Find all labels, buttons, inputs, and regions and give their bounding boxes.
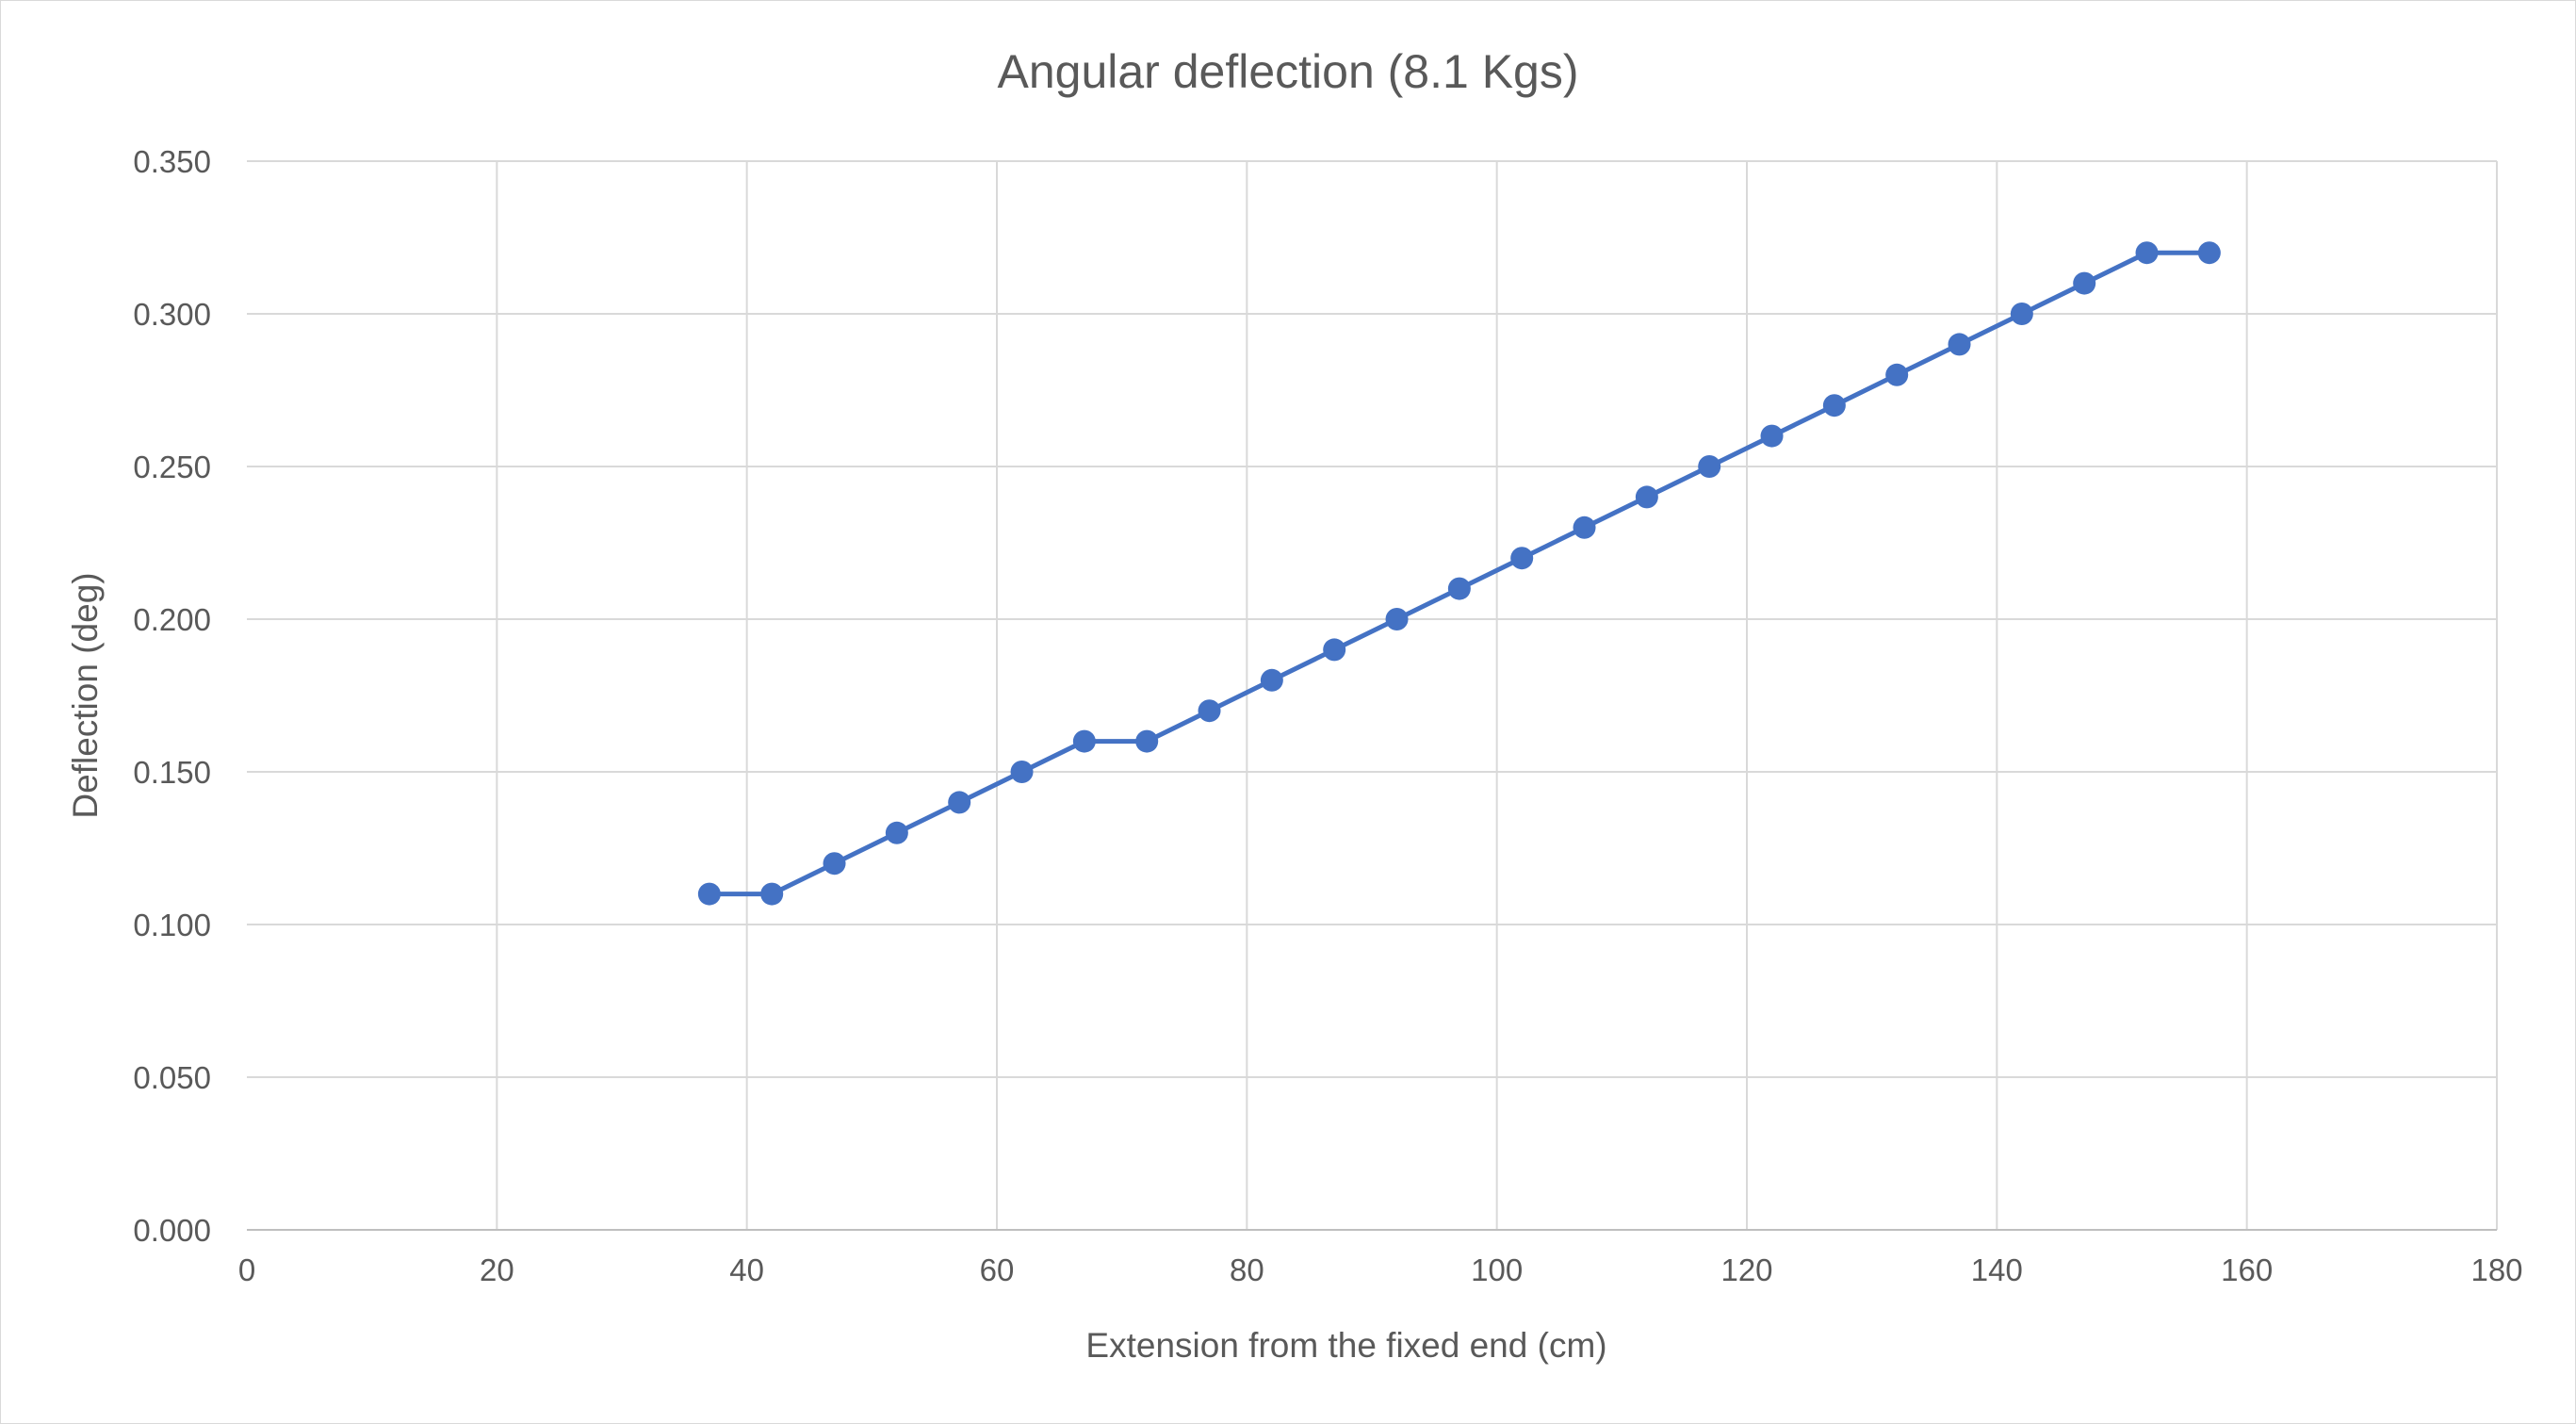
data-point	[2010, 303, 2033, 325]
data-point	[1260, 668, 1283, 692]
series-line	[709, 250, 2209, 897]
series-layer	[697, 241, 2221, 906]
x-tick-label: 160	[2221, 1252, 2273, 1287]
y-axis-label: Deflection (deg)	[66, 572, 105, 818]
y-tick-label: 0.350	[133, 144, 211, 179]
x-axis-label: Extension from the fixed end (cm)	[1085, 1326, 1606, 1365]
x-tick-label: 100	[1471, 1252, 1523, 1287]
x-tick-label: 120	[1720, 1252, 1772, 1287]
y-tick-label: 0.150	[133, 755, 211, 790]
x-tick-labels: 0 20 40 60 80 100 120 140 160 180	[238, 1252, 2523, 1287]
data-point	[1698, 455, 1721, 478]
y-tick-label: 0.200	[133, 602, 211, 637]
data-point	[1573, 516, 1596, 539]
y-tick-label: 0.000	[133, 1213, 211, 1248]
data-point	[2073, 271, 2096, 295]
x-tick-label: 0	[238, 1252, 255, 1287]
data-point	[823, 852, 846, 876]
data-point	[1948, 333, 1971, 356]
data-point	[1323, 638, 1346, 662]
data-point	[1885, 363, 1909, 386]
data-point	[1135, 729, 1159, 753]
y-tick-label: 0.050	[133, 1060, 211, 1095]
data-point	[760, 882, 784, 906]
y-tick-label: 0.300	[133, 297, 211, 332]
data-point	[697, 882, 721, 906]
x-tick-label: 180	[2470, 1252, 2522, 1287]
data-point	[1385, 608, 1409, 630]
data-point	[1510, 547, 1534, 570]
data-point	[948, 791, 971, 814]
horizontal-gridlines	[247, 160, 2497, 1078]
data-point	[885, 821, 908, 844]
data-point	[1072, 729, 1096, 753]
data-point	[1010, 761, 1034, 783]
data-point	[1635, 485, 1658, 509]
data-point	[1822, 394, 1846, 417]
chart-title: Angular deflection (8.1 Kgs)	[997, 45, 1578, 98]
x-tick-label: 20	[480, 1252, 514, 1287]
x-tick-label: 40	[729, 1252, 764, 1287]
data-point	[2197, 241, 2221, 265]
y-tick-label: 0.250	[133, 450, 211, 484]
y-tick-labels: 0.000 0.050 0.100 0.150 0.200 0.250 0.300 0.350	[133, 144, 211, 1248]
data-point	[1447, 577, 1471, 600]
x-tick-label: 80	[1230, 1252, 1264, 1287]
data-point	[1198, 699, 1221, 723]
y-tick-label: 0.100	[133, 908, 211, 942]
vertical-gridlines	[496, 161, 2498, 1230]
x-tick-label: 140	[1971, 1252, 2023, 1287]
data-point	[2135, 241, 2159, 265]
data-point	[1760, 424, 1784, 448]
x-tick-label: 60	[980, 1252, 1015, 1287]
